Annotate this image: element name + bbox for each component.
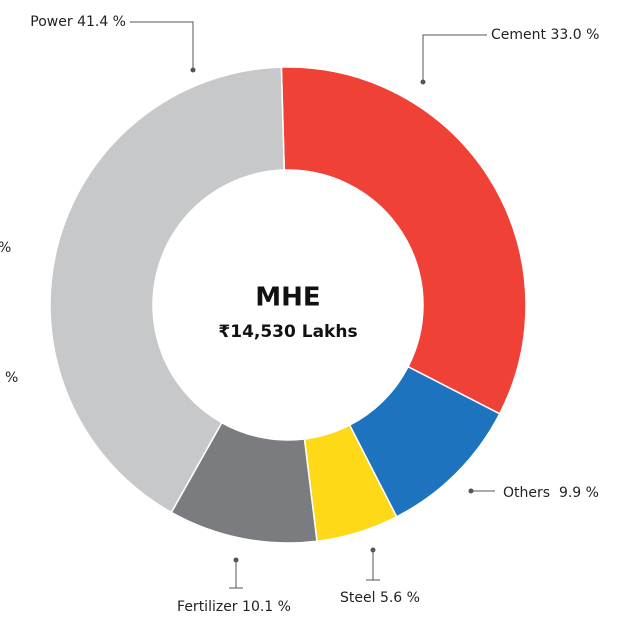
leader-line [422, 34, 487, 82]
slice-label: Cement 33.0 % [491, 27, 599, 43]
leader-line [130, 21, 194, 70]
slice-name: Others [503, 485, 555, 501]
center-subtitle: ₹14,530 Lakhs [218, 322, 357, 342]
slice-name: Fertilizer [177, 599, 238, 615]
leader-dot [420, 79, 426, 85]
leader-line [366, 550, 380, 581]
slice [49, 66, 286, 514]
leader-dot [233, 557, 239, 563]
donut [49, 66, 527, 544]
slice-name: Cement [491, 27, 547, 43]
slice-name: Power [30, 14, 73, 30]
slice [280, 66, 527, 415]
slice-label: Steel 5.6 % [340, 590, 420, 606]
leader-line [229, 560, 243, 589]
slice-name: Steel [340, 590, 376, 606]
leader-dot [370, 547, 376, 553]
cropped-label: % [5, 370, 18, 386]
slice-value: 41.4 % [77, 14, 126, 30]
slice-value: 10.1 % [242, 599, 291, 615]
slice-value: 33.0 % [550, 27, 599, 43]
slice-label: Others 9.9 % [503, 485, 599, 501]
leader-dot [190, 67, 196, 73]
slice-label: Power 41.4 % [30, 14, 126, 30]
leader-dot [468, 488, 474, 494]
slice-value: 9.9 % [559, 485, 599, 501]
slice-value: 5.6 % [380, 590, 420, 606]
slice-label: Fertilizer 10.1 % [177, 599, 291, 615]
center-title: MHE [255, 283, 320, 313]
cropped-label: % [0, 240, 11, 256]
